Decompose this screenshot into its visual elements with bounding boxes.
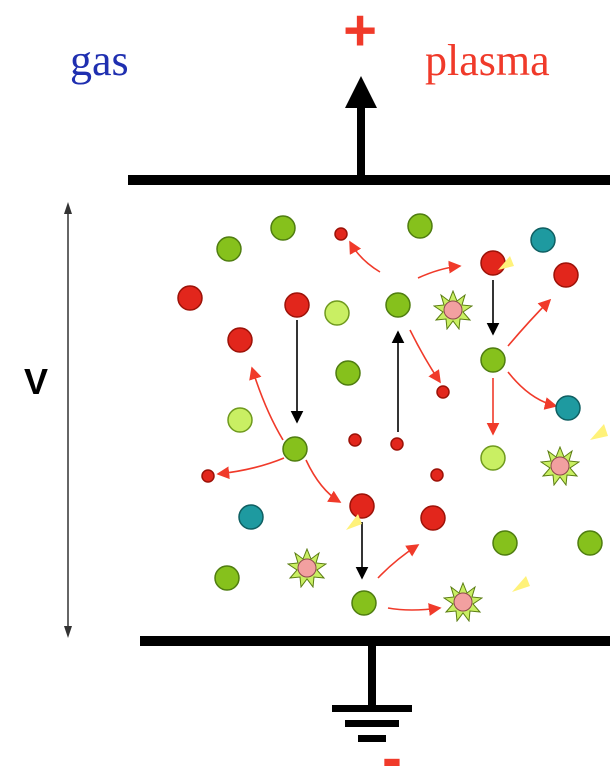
plus-sign: + [343, 0, 377, 63]
particles [178, 214, 608, 621]
plasma-label: plasma [425, 36, 550, 85]
voltage-label: V [24, 361, 48, 402]
gas-label: gas [70, 36, 129, 85]
minus-sign: - [382, 724, 402, 773]
electrodes [128, 76, 610, 742]
voltage-arrow [64, 202, 72, 638]
plasma-diagram: gas + plasma V - [0, 0, 610, 773]
